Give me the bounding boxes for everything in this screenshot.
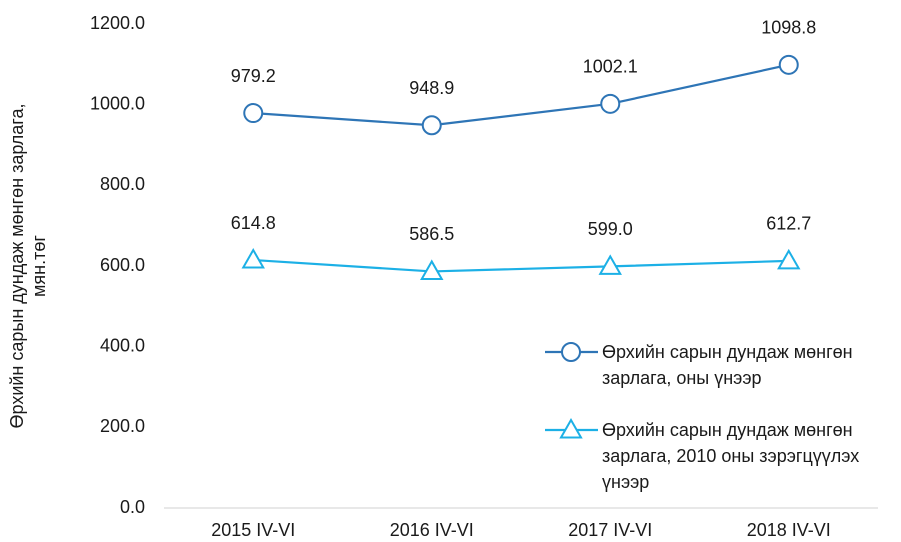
x-tick-label: 2017 IV-VI	[568, 520, 652, 540]
data-label: 948.9	[409, 78, 454, 98]
data-point	[420, 259, 444, 280]
data-label: 612.7	[766, 214, 811, 234]
y-tick-label: 0.0	[120, 497, 145, 517]
data-label: 586.5	[409, 224, 454, 244]
data-point	[777, 248, 801, 270]
legend-label: Өрхийн сарын дундаж мөнгөн зарлага, 2010…	[602, 420, 860, 492]
x-tick-label: 2018 IV-VI	[747, 520, 831, 540]
y-tick-label: 200.0	[100, 416, 145, 436]
y-axis-label: Өрхийн сарын дундаж мөнгөн зарлага,	[7, 104, 27, 429]
data-point	[600, 93, 621, 114]
series-line	[253, 63, 789, 127]
x-tick-label: 2015 IV-VI	[211, 520, 295, 540]
series-line	[253, 258, 789, 273]
data-label: 979.2	[231, 66, 276, 86]
legend-marker	[559, 417, 583, 439]
y-axis-label: мян.төг	[29, 235, 49, 297]
data-label: 1002.1	[583, 57, 638, 77]
y-tick-label: 400.0	[100, 335, 145, 355]
data-label: 599.0	[588, 219, 633, 239]
data-label: 1098.8	[761, 18, 816, 38]
data-point	[598, 254, 622, 275]
data-point	[241, 248, 265, 269]
y-tick-label: 800.0	[100, 174, 145, 194]
data-point	[421, 115, 442, 136]
y-tick-label: 600.0	[100, 255, 145, 275]
data-point	[778, 54, 799, 75]
legend-label: Өрхийн сарын дундаж мөнгөн зарлага, оны …	[602, 342, 853, 388]
x-tick-label: 2016 IV-VI	[390, 520, 474, 540]
y-tick-label: 1200.0	[90, 13, 145, 33]
y-tick-label: 1000.0	[90, 93, 145, 113]
legend-marker	[561, 342, 581, 362]
data-label: 614.8	[231, 213, 276, 233]
data-point	[243, 103, 264, 124]
